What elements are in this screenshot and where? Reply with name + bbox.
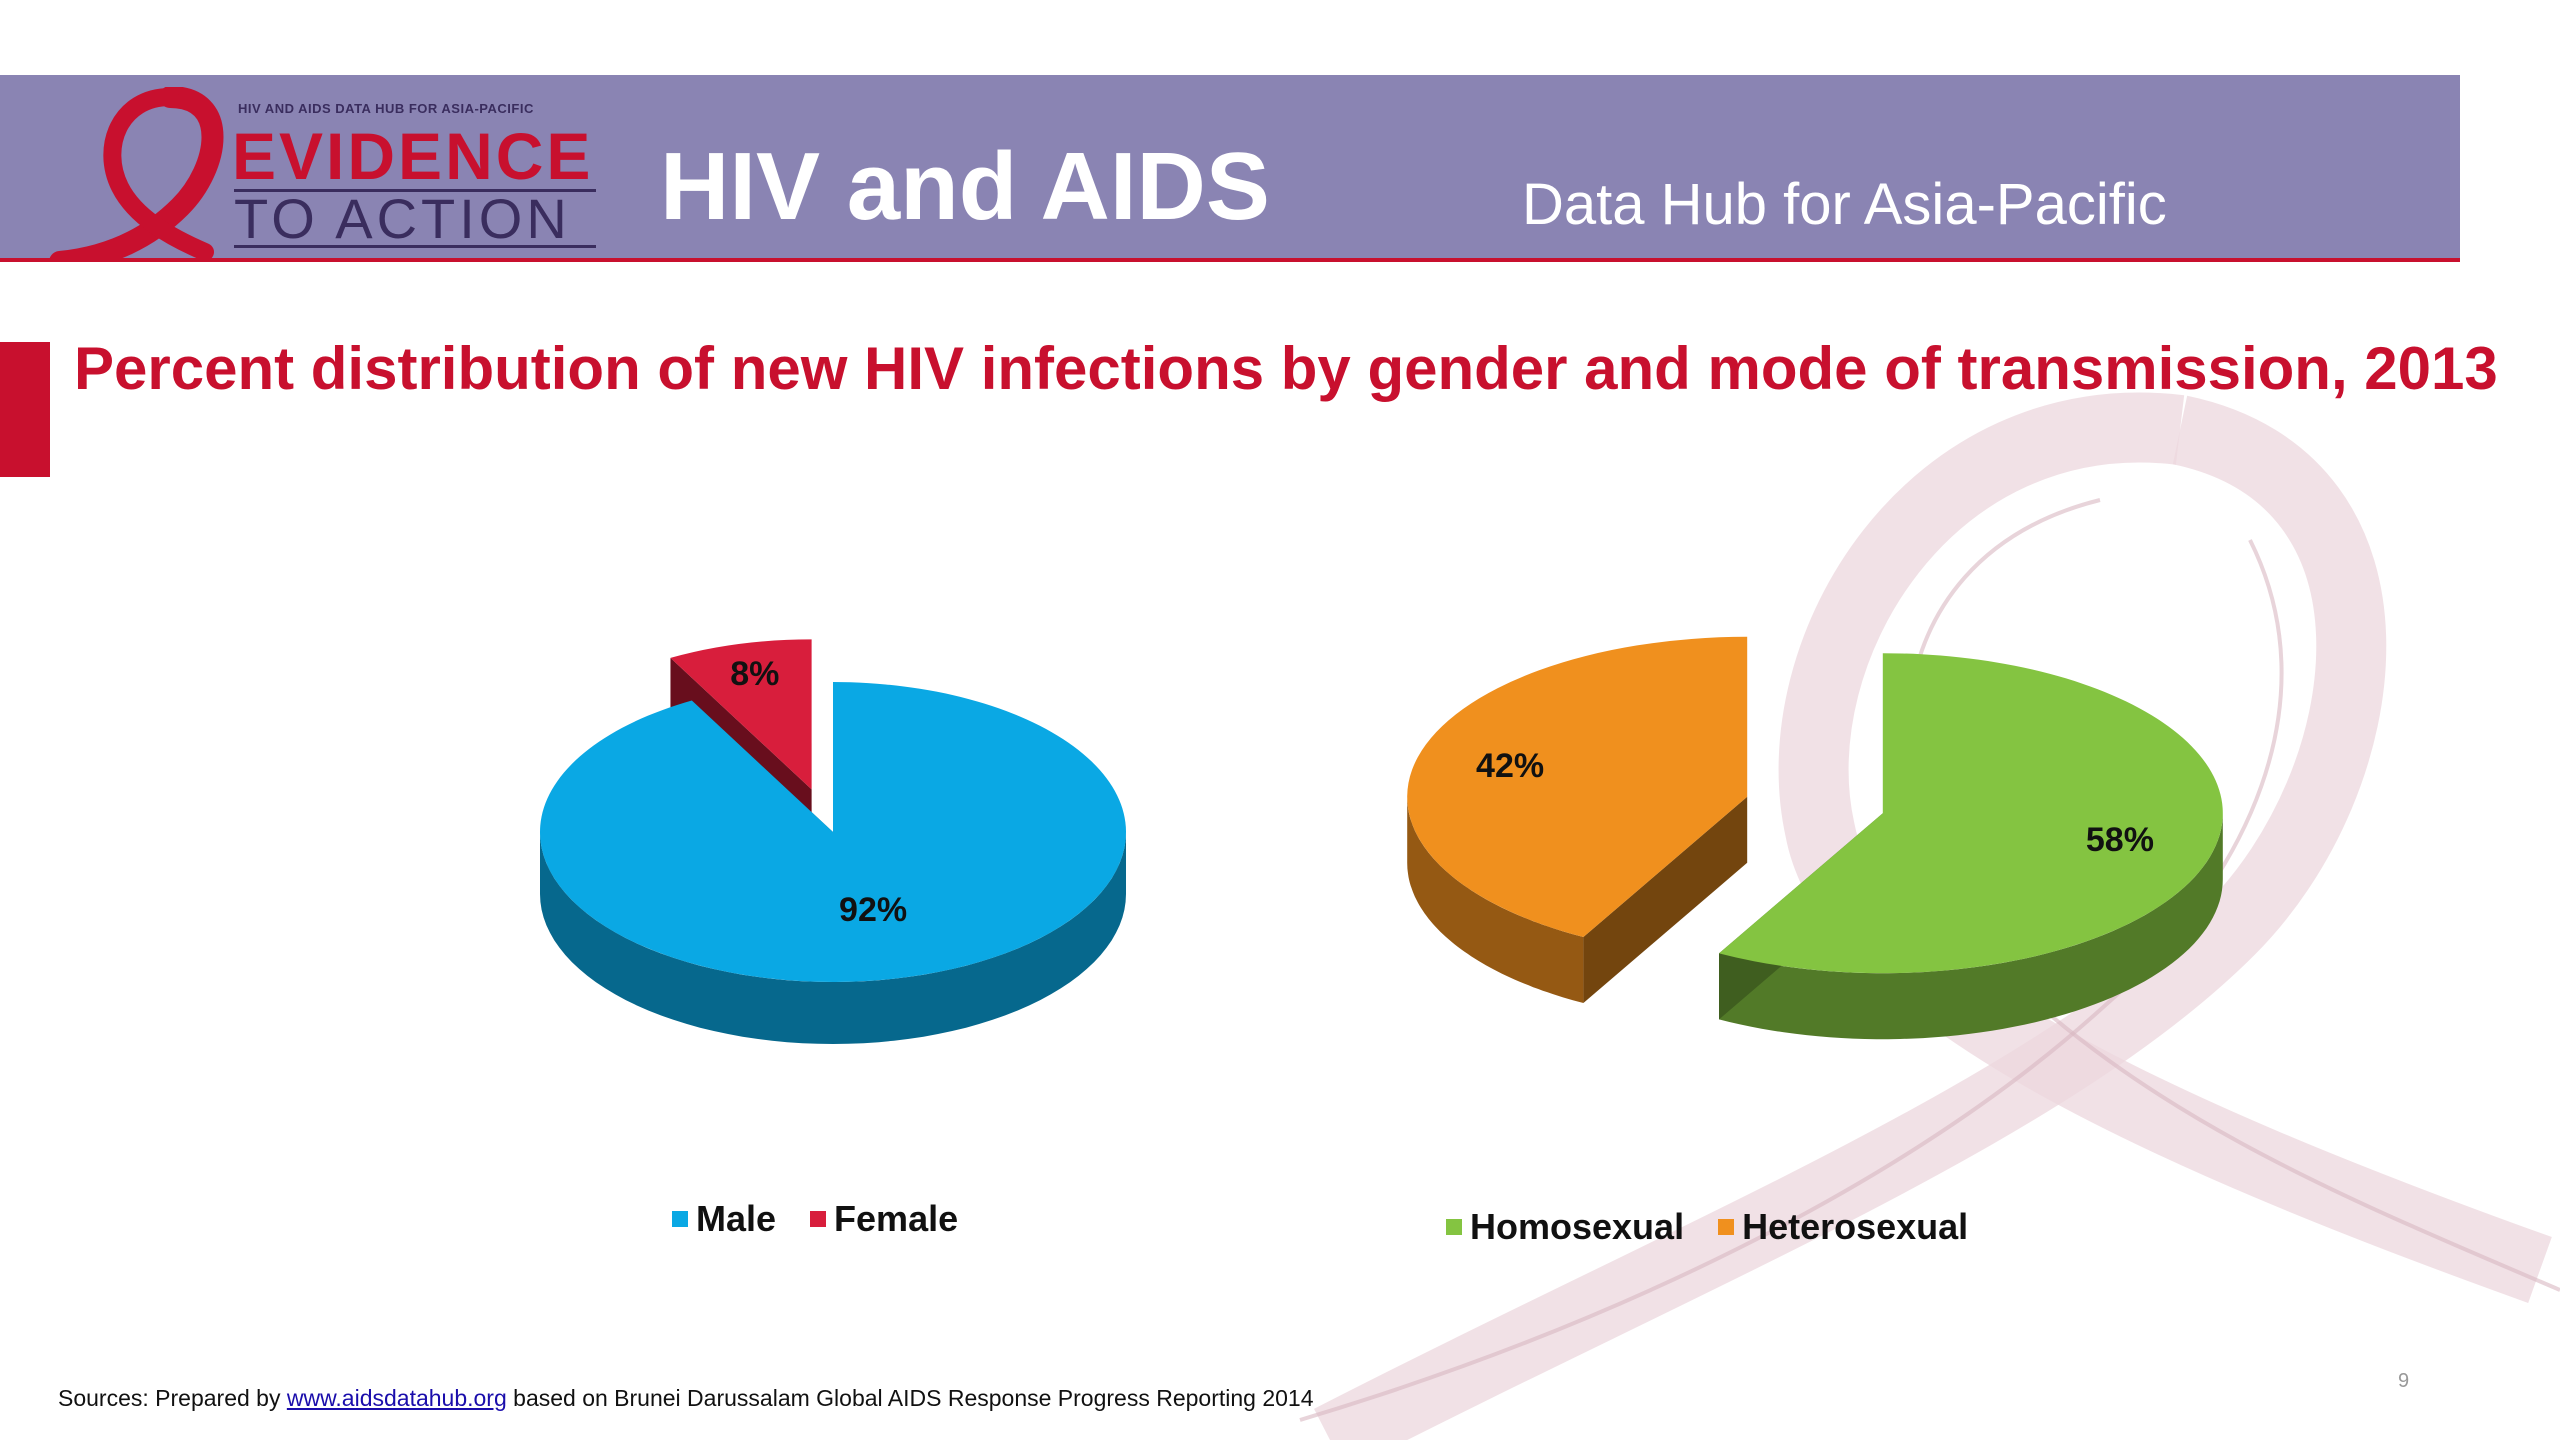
data-label: 92% [839, 891, 907, 929]
app-subtitle: Data Hub for Asia-Pacific [1522, 172, 2167, 237]
logo-evidence: EVIDENCE [232, 119, 594, 193]
logo-tagline: HIV AND AIDS DATA HUB FOR ASIA-PACIFIC [238, 101, 534, 116]
logo: HIV AND AIDS DATA HUB FOR ASIA-PACIFIC E… [40, 87, 600, 262]
pie-slice-face [1583, 796, 1748, 1004]
logo-to-action: TO ACTION [234, 187, 571, 250]
legend-transmission: Homosexual Heterosexual [1446, 1206, 1968, 1248]
pie-slice-wall [1407, 796, 1584, 1003]
logo-rule [234, 245, 596, 248]
legend-gender: Male Female [672, 1198, 958, 1240]
data-label: 8% [730, 655, 779, 693]
slide-title: Percent distribution of new HIV infectio… [74, 335, 2498, 402]
source-link[interactable]: www.aidsdatahub.org [286, 1385, 507, 1411]
legend-swatch [672, 1211, 688, 1227]
legend-item-male: Male [672, 1198, 776, 1240]
legend-item-heterosexual: Heterosexual [1718, 1206, 1968, 1248]
pie-slice-homosexual [1719, 653, 2223, 974]
legend-label: Male [696, 1198, 777, 1239]
source-suffix: based on Brunei Darussalam Global AIDS R… [506, 1385, 1314, 1411]
page-number: 9 [2398, 1370, 2410, 1392]
pie-slice-wall [1719, 813, 2223, 1040]
logo-rule [234, 189, 596, 192]
legend-label: Heterosexual [1742, 1206, 1969, 1247]
header-band: HIV AND AIDS DATA HUB FOR ASIA-PACIFIC E… [0, 75, 2460, 262]
pie-slice-female [670, 639, 812, 790]
pie-slice-male [540, 681, 1127, 982]
source-prefix: Sources: Prepared by [58, 1385, 287, 1411]
source-note: Sources: Prepared by www.aidsdatahub.org… [58, 1385, 1314, 1412]
pie-slice-heterosexual [1407, 636, 1748, 938]
legend-swatch [810, 1211, 827, 1227]
app-title: HIV and AIDS [660, 133, 1270, 240]
data-label: 58% [2086, 821, 2154, 859]
red-ribbon-icon [49, 87, 224, 262]
title-accent-bar [0, 342, 50, 477]
legend-swatch [1718, 1219, 1735, 1235]
legend-label: Female [834, 1198, 959, 1239]
pie-slice-wall [540, 832, 1126, 1044]
legend-swatch [1446, 1219, 1462, 1235]
legend-item-female: Female [810, 1198, 958, 1240]
legend-item-homosexual: Homosexual [1446, 1206, 1684, 1248]
legend-label: Homosexual [1470, 1206, 1685, 1247]
data-label: 42% [1476, 747, 1544, 785]
